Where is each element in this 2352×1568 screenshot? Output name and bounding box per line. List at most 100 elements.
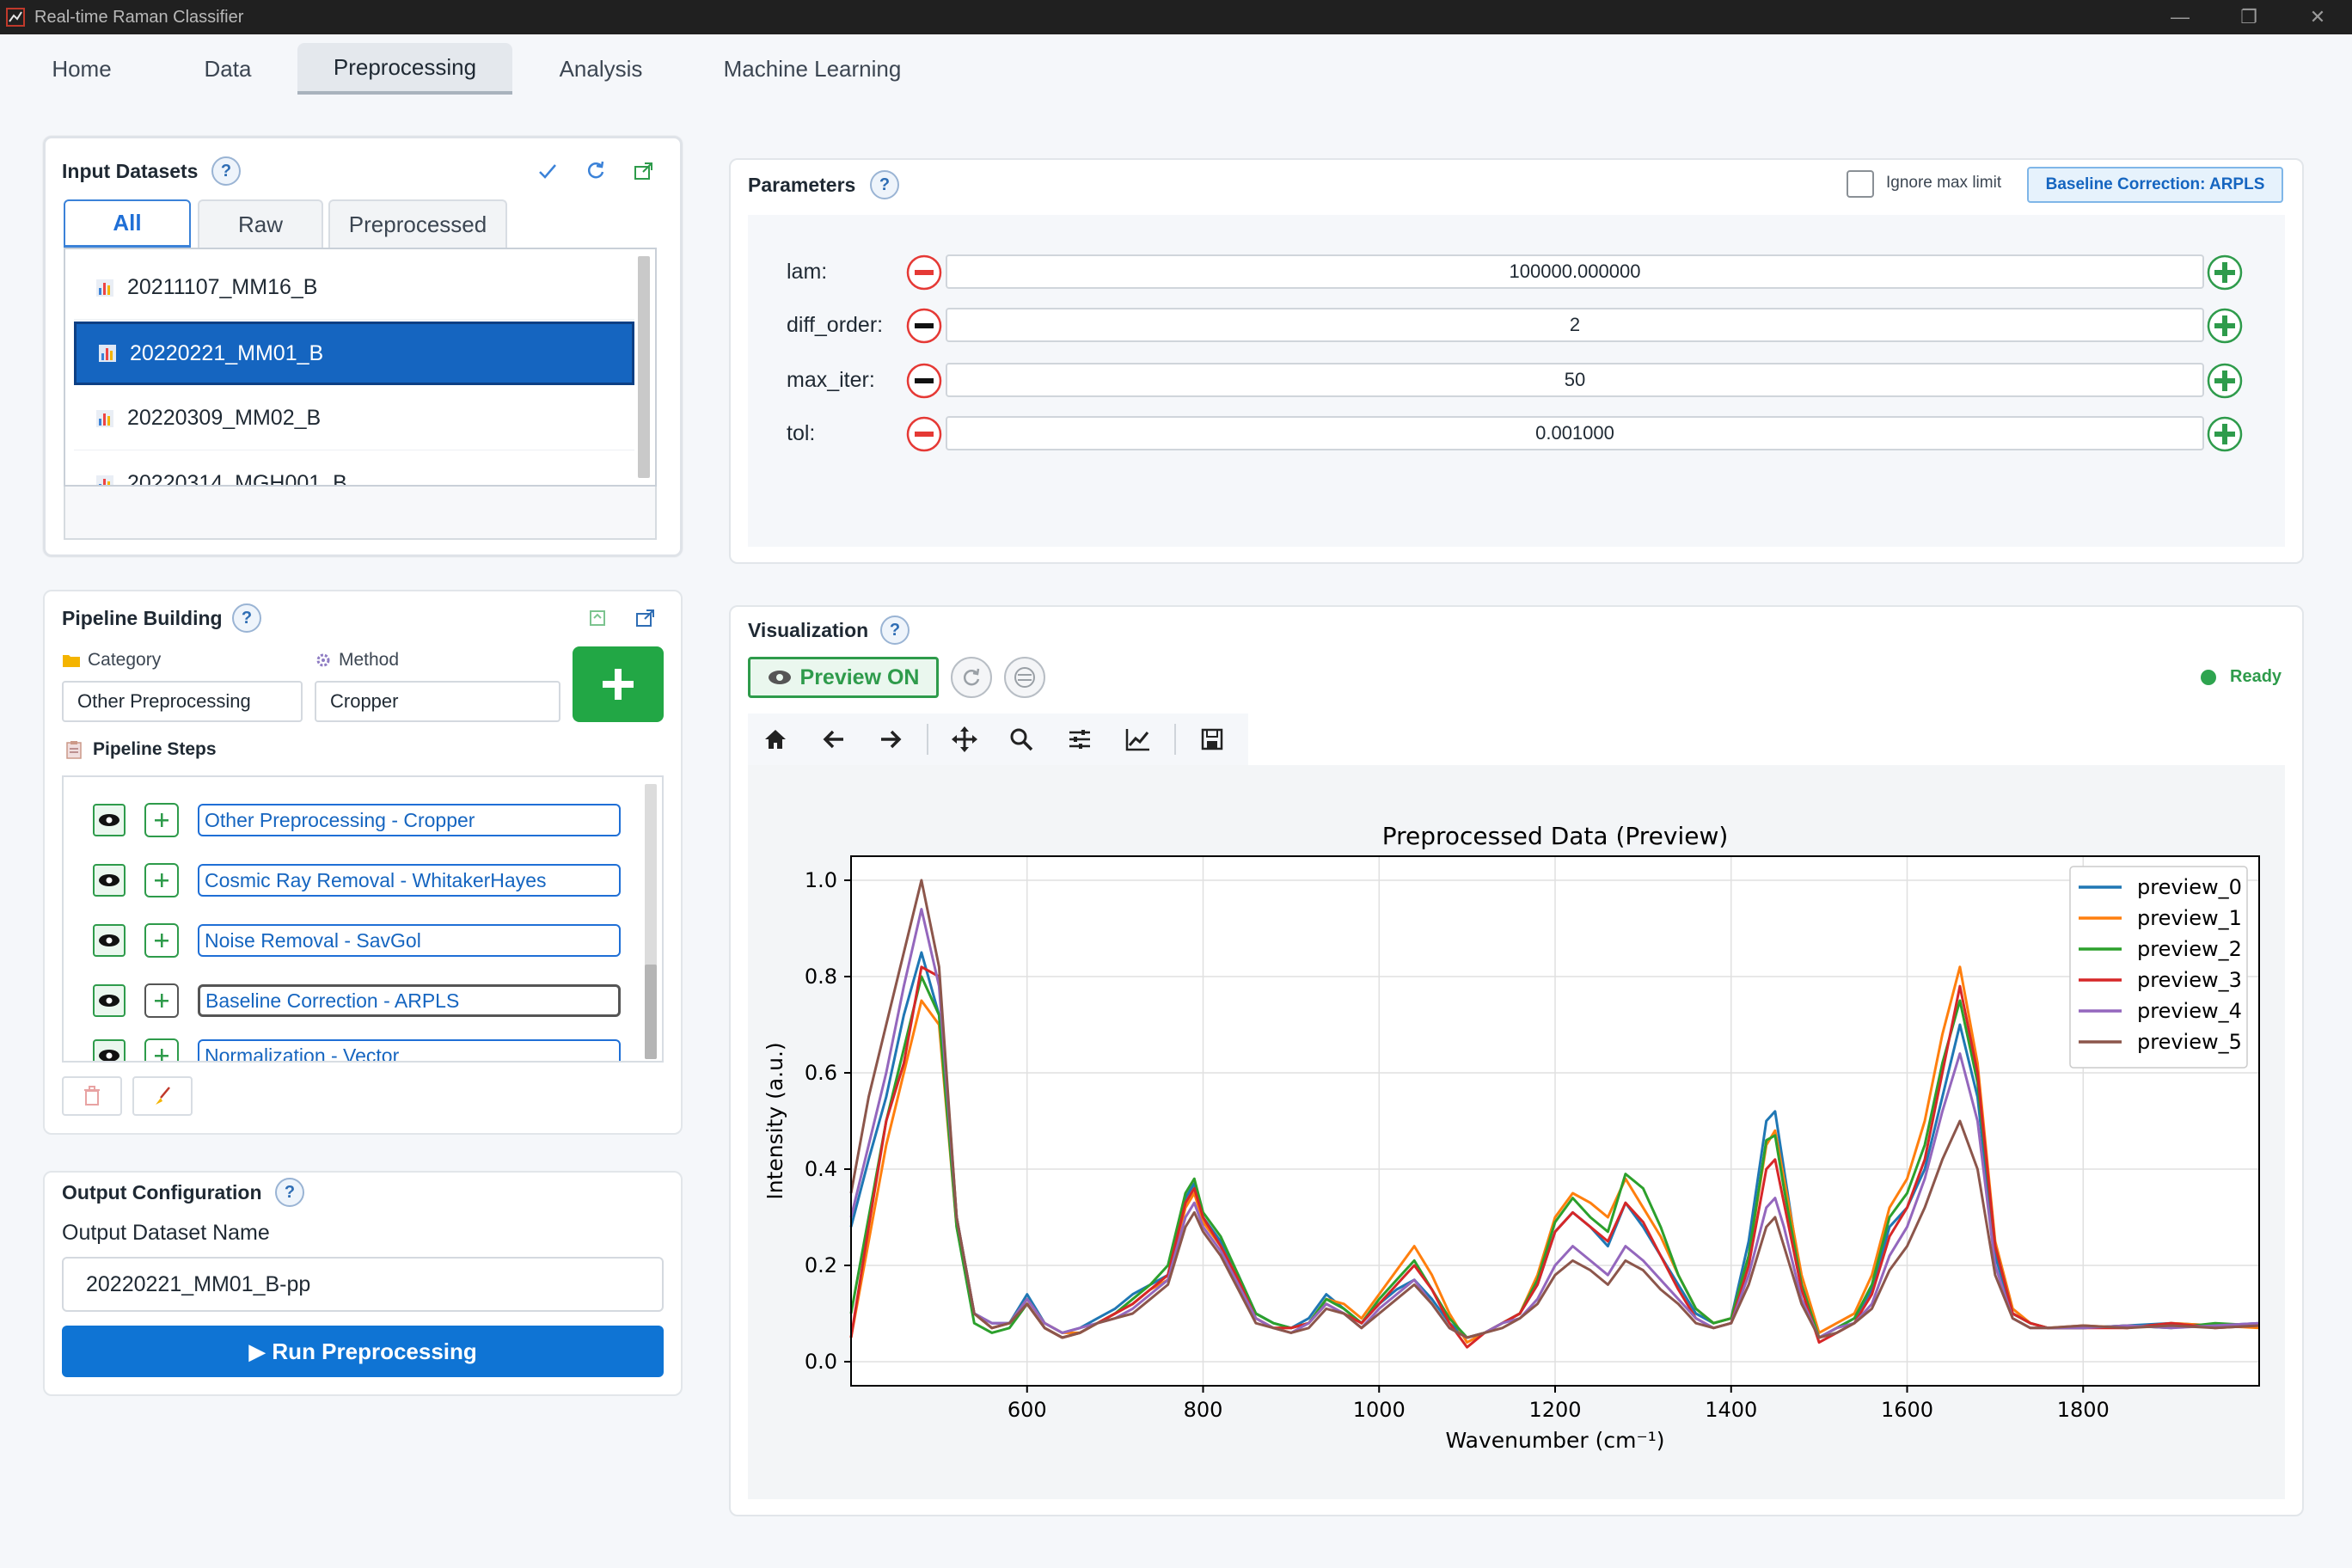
x-tick-label: 1200 <box>1528 1398 1581 1422</box>
dataset-list-scrollbar[interactable] <box>638 256 650 478</box>
home-icon[interactable] <box>758 722 793 756</box>
title-bar: Real-time Raman Classifier — ❐ ✕ <box>0 0 2352 34</box>
pipeline-step-row: Noise Removal - SavGol <box>93 922 621 959</box>
preview-toggle-button[interactable]: Preview ON <box>748 657 939 698</box>
param-label-tol: tol: <box>787 421 816 445</box>
spectra-chart[interactable]: 600 800 1000 1200 1400 1600 1800 0.0 0.2 0.4 0.6 0.… <box>748 765 2285 1499</box>
visibility-eye-icon[interactable] <box>93 984 126 1017</box>
eye-icon <box>768 671 791 684</box>
tab-machine-learning[interactable]: Machine Learning <box>723 55 902 82</box>
main-tabs: Home Data Preprocessing Analysis Machine… <box>0 34 2352 96</box>
pipeline-steps-label: Pipeline Steps <box>65 739 217 760</box>
list-item[interactable]: 20220314_MGH001_B <box>74 452 634 487</box>
pipeline-steps-list: Other Preprocessing - Cropper Cosmic Ray… <box>62 775 664 1063</box>
output-name-input[interactable]: 20220221_MM01_B-pp <box>62 1257 664 1312</box>
step-enable-plus-icon[interactable] <box>144 863 179 897</box>
decrement-minus-icon[interactable] <box>906 416 942 452</box>
restore-icon[interactable]: ❐ <box>2240 6 2257 28</box>
import-pipeline-icon[interactable] <box>583 603 612 633</box>
increment-plus-icon[interactable] <box>2206 254 2244 291</box>
minimize-icon[interactable]: — <box>2171 6 2190 28</box>
select-all-check-icon[interactable] <box>533 156 562 186</box>
pipeline-help-icon[interactable]: ? <box>232 603 261 633</box>
forward-arrow-icon[interactable] <box>873 722 908 756</box>
steps-scrollbar-handle[interactable] <box>645 965 657 1059</box>
subtab-all[interactable]: All <box>64 199 191 248</box>
subtab-raw[interactable]: Raw <box>198 199 323 248</box>
add-step-button[interactable] <box>573 646 664 722</box>
param-label-diff-order: diff_order: <box>787 313 884 337</box>
step-enable-plus-icon[interactable] <box>144 803 179 837</box>
step-enable-plus-icon[interactable] <box>144 1038 179 1061</box>
status-indicator: Ready <box>2201 667 2282 687</box>
tab-analysis[interactable]: Analysis <box>559 55 643 82</box>
tab-data[interactable]: Data <box>204 55 252 82</box>
increment-plus-icon[interactable] <box>2206 307 2244 345</box>
delete-step-button[interactable] <box>62 1076 122 1116</box>
list-item[interactable]: 20211107_MM16_B <box>74 256 634 320</box>
decrement-minus-icon[interactable] <box>906 363 942 399</box>
visibility-eye-icon[interactable] <box>93 924 126 957</box>
y-tick-label: 0.2 <box>805 1253 837 1277</box>
param-value-lam[interactable]: 100000.000000 <box>946 254 2204 289</box>
close-icon[interactable]: ✕ <box>2309 6 2326 28</box>
back-arrow-icon[interactable] <box>817 722 851 756</box>
step-enable-plus-icon[interactable] <box>144 983 179 1018</box>
output-help-icon[interactable]: ? <box>275 1178 304 1207</box>
clear-pipeline-button[interactable] <box>132 1076 193 1116</box>
y-tick-label: 0.6 <box>805 1061 837 1085</box>
list-item[interactable]: 20220309_MM02_B <box>74 387 634 450</box>
x-tick-label: 800 <box>1184 1398 1223 1422</box>
legend-label-preview_4: preview_4 <box>2137 999 2242 1023</box>
grid-layer <box>851 856 2259 1386</box>
tab-preprocessing[interactable]: Preprocessing <box>297 43 512 95</box>
pan-move-icon[interactable] <box>947 722 982 756</box>
visibility-eye-icon[interactable] <box>93 804 126 836</box>
x-tick-label: 1400 <box>1705 1398 1757 1422</box>
dataset-name: 20220314_MGH001_B <box>127 471 347 487</box>
visibility-eye-icon[interactable] <box>93 864 126 897</box>
tab-home[interactable]: Home <box>52 55 112 82</box>
run-preprocessing-button[interactable]: ▶ Run Preprocessing <box>62 1326 664 1377</box>
param-value-diff-order[interactable]: 2 <box>946 308 2204 342</box>
ignore-max-limit-checkbox[interactable] <box>1847 170 1874 198</box>
toolbar-separator <box>1174 724 1176 755</box>
x-tick-label: 1600 <box>1881 1398 1933 1422</box>
refresh-icon[interactable] <box>581 156 610 186</box>
parameters-help-icon[interactable]: ? <box>870 170 899 199</box>
pipeline-step-row-selected: Baseline Correction - ARPLS <box>93 982 621 1020</box>
dataset-name: 20211107_MM16_B <box>127 275 318 299</box>
param-label-lam: lam: <box>787 260 828 284</box>
pipeline-step-label[interactable]: Normalization - Vector <box>198 1039 621 1061</box>
folder-icon <box>63 655 80 667</box>
method-select[interactable]: Cropper <box>315 681 560 722</box>
export-icon[interactable] <box>629 156 658 186</box>
export-pipeline-icon[interactable] <box>631 603 660 633</box>
save-floppy-icon[interactable] <box>1195 722 1229 756</box>
status-dot-icon <box>2201 669 2216 685</box>
pipeline-step-label[interactable]: Cosmic Ray Removal - WhitakerHayes <box>198 864 621 897</box>
edit-axes-icon[interactable] <box>1121 722 1155 756</box>
increment-plus-icon[interactable] <box>2206 362 2244 400</box>
input-datasets-help-icon[interactable]: ? <box>211 156 241 186</box>
param-value-max-iter[interactable]: 50 <box>946 363 2204 397</box>
visibility-eye-icon[interactable] <box>93 1039 126 1061</box>
configure-subplots-icon[interactable] <box>1063 722 1097 756</box>
category-select[interactable]: Other Preprocessing <box>62 681 303 722</box>
compare-split-icon[interactable] <box>1004 657 1045 698</box>
pipeline-step-label[interactable]: Noise Removal - SavGol <box>198 924 621 957</box>
refresh-preview-icon[interactable] <box>951 657 992 698</box>
visualization-help-icon[interactable]: ? <box>880 616 910 645</box>
list-item-selected[interactable]: 20220221_MM01_B <box>74 322 634 385</box>
broom-icon <box>156 1087 170 1105</box>
pipeline-step-label[interactable]: Baseline Correction - ARPLS <box>198 984 621 1017</box>
pipeline-step-label[interactable]: Other Preprocessing - Cropper <box>198 804 621 836</box>
zoom-magnifier-icon[interactable] <box>1004 722 1038 756</box>
subtab-preprocessed[interactable]: Preprocessed <box>328 199 507 248</box>
step-enable-plus-icon[interactable] <box>144 923 179 958</box>
increment-plus-icon[interactable] <box>2206 415 2244 453</box>
param-value-tol[interactable]: 0.001000 <box>946 416 2204 450</box>
decrement-minus-icon[interactable] <box>906 308 942 344</box>
ignore-max-limit-label: Ignore max limit <box>1886 174 2002 192</box>
decrement-minus-icon[interactable] <box>906 254 942 291</box>
